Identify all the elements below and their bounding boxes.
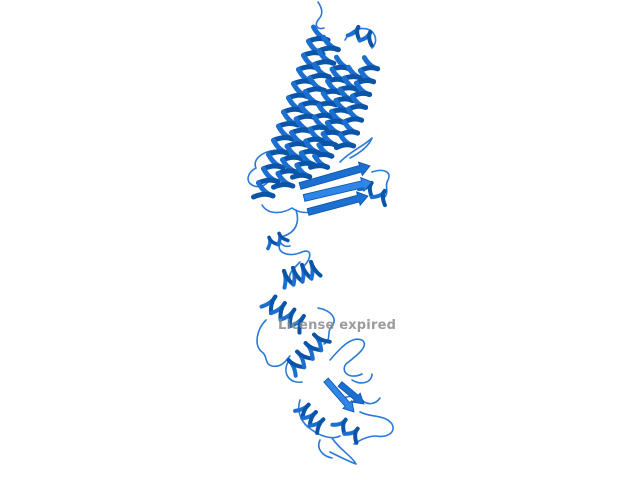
helix-bundle-1-turn	[271, 135, 296, 143]
helix-bundle-1-turn	[266, 149, 291, 157]
helix-bundle-2-turn	[284, 141, 309, 149]
coil-n-terminus	[315, 1, 325, 30]
helix-bundle-1-turn	[261, 163, 286, 172]
helix-sheet-side-turn	[367, 180, 374, 200]
helix-bundle-1-turn	[281, 106, 306, 115]
helix-lower-1	[293, 402, 326, 435]
helix-bundle-1-turn	[256, 177, 281, 186]
helix-bundle-2-turn	[271, 182, 296, 190]
coil-left-loop	[247, 149, 281, 188]
helix-top-right-turn	[367, 30, 374, 48]
helix-mid-2	[259, 294, 306, 335]
helix-lower-2-turn	[341, 417, 348, 436]
helix-top-right	[345, 25, 374, 48]
helix-bundle-2-turn	[311, 59, 337, 67]
strand-lower-1	[323, 377, 355, 413]
helix-sheet-side-turn	[380, 188, 387, 208]
coil-right-loop	[371, 169, 390, 199]
coil-lower-right	[353, 411, 394, 445]
coil-lower-long-2	[351, 373, 373, 384]
helix-lower-1-turn	[315, 417, 326, 435]
strand-lower-2	[337, 381, 365, 405]
helix-bundle-2-turn	[275, 168, 300, 176]
coil-middle-lower	[285, 361, 303, 384]
strand-2	[302, 176, 373, 202]
helix-lower-2-turn	[353, 426, 360, 445]
helix-bundle-5-turn	[333, 142, 357, 151]
beta-sheets	[298, 161, 373, 413]
helix-sheet-side	[356, 180, 387, 208]
helix-mid-3	[286, 332, 332, 378]
helix-bundle-2-turn	[280, 154, 305, 163]
helix-bundle-4-turn	[308, 163, 331, 170]
helix-mid-small-turn	[277, 231, 290, 243]
helix-bundle-1-turn	[251, 191, 276, 200]
helix-lower-2	[330, 417, 360, 445]
coil-sheet-link	[339, 137, 373, 163]
helix-bundle-5	[333, 55, 381, 151]
coil-c-terminus	[317, 439, 333, 459]
coil-lower-long-1	[329, 338, 366, 377]
coil-linker-1	[279, 209, 299, 248]
helix-mid-1-turn	[309, 259, 323, 278]
coil-lower-long-4	[329, 437, 357, 465]
strand-3	[306, 191, 369, 216]
helix-mid-1	[282, 259, 323, 290]
helix-bundle-2-turn	[307, 72, 332, 81]
helix-bundle-2-turn	[316, 45, 341, 54]
helix-mid-3-turn	[312, 332, 332, 344]
helix-mid-small	[266, 231, 290, 251]
coil-linker-2	[278, 243, 311, 267]
helix-mid-2-turn	[297, 314, 306, 335]
strand-1	[298, 161, 371, 190]
coil-middle-left	[256, 319, 291, 368]
helix-top-right-turn	[355, 25, 362, 43]
helix-bundle-3-turn	[290, 172, 313, 180]
alpha-helices	[251, 24, 387, 445]
helix-bundle-1-turn	[276, 121, 301, 129]
